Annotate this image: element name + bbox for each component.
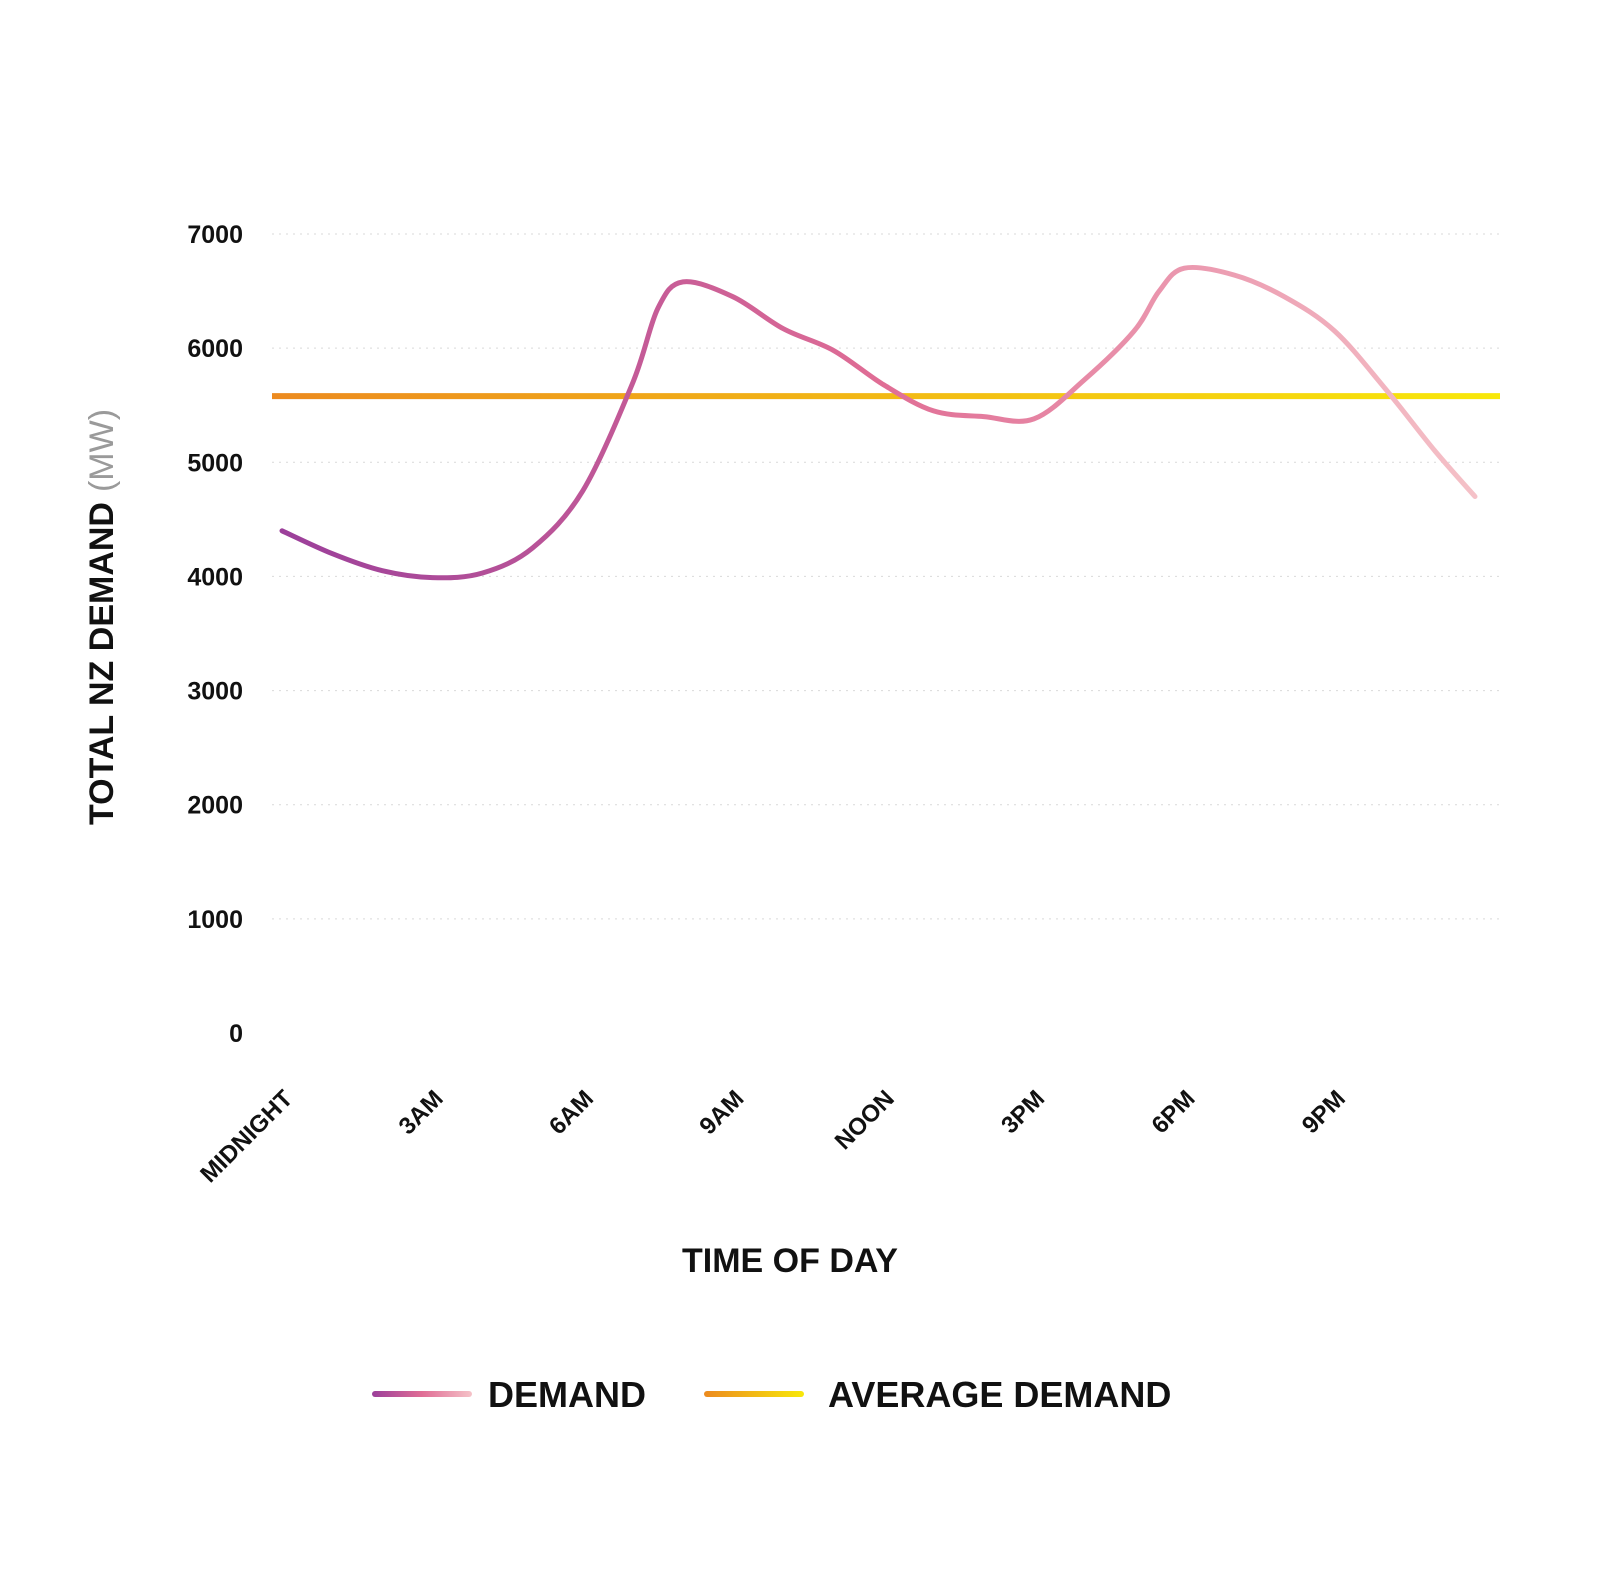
y-tick-label: 2000 xyxy=(187,792,243,820)
y-axis-ticks: 0 1000 2000 3000 4000 5000 6000 7000 xyxy=(187,221,243,1048)
x-axis-title: TIME OF DAY xyxy=(682,1242,898,1280)
x-tick-label: 6AM xyxy=(544,1085,599,1140)
y-tick-label: 3000 xyxy=(187,678,243,706)
y-axis-title-text: TOTAL NZ DEMAND xyxy=(83,502,121,825)
legend: DEMAND AVERAGE DEMAND xyxy=(372,1374,1171,1415)
y-tick-label: 0 xyxy=(229,1020,243,1048)
x-axis-ticks: MIDNIGHT 3AM 6AM 9AM NOON 3PM 6PM 9PM xyxy=(195,1085,1351,1188)
y-tick-label: 4000 xyxy=(187,563,243,591)
x-tick-label: 9AM xyxy=(694,1085,749,1140)
y-tick-label: 1000 xyxy=(187,906,243,934)
y-axis-unit: (MW) xyxy=(83,409,121,492)
y-axis-title: TOTAL NZ DEMAND (MW) xyxy=(83,409,121,825)
y-tick-label: 7000 xyxy=(187,221,243,249)
x-tick-label: MIDNIGHT xyxy=(195,1085,298,1188)
x-tick-label: 9PM xyxy=(1297,1085,1351,1139)
demand-line xyxy=(279,265,1478,581)
legend-demand-label: DEMAND xyxy=(488,1374,646,1415)
y-tick-label: 5000 xyxy=(187,449,243,477)
legend-average-swatch xyxy=(704,1391,804,1397)
y-tick-label: 6000 xyxy=(187,335,243,363)
x-tick-label: 3PM xyxy=(996,1085,1050,1139)
legend-demand-swatch xyxy=(372,1391,472,1397)
x-tick-label: 6PM xyxy=(1146,1085,1200,1139)
x-tick-label: 3AM xyxy=(394,1085,449,1140)
x-tick-label: NOON xyxy=(830,1085,900,1155)
legend-average-label: AVERAGE DEMAND xyxy=(828,1374,1171,1415)
